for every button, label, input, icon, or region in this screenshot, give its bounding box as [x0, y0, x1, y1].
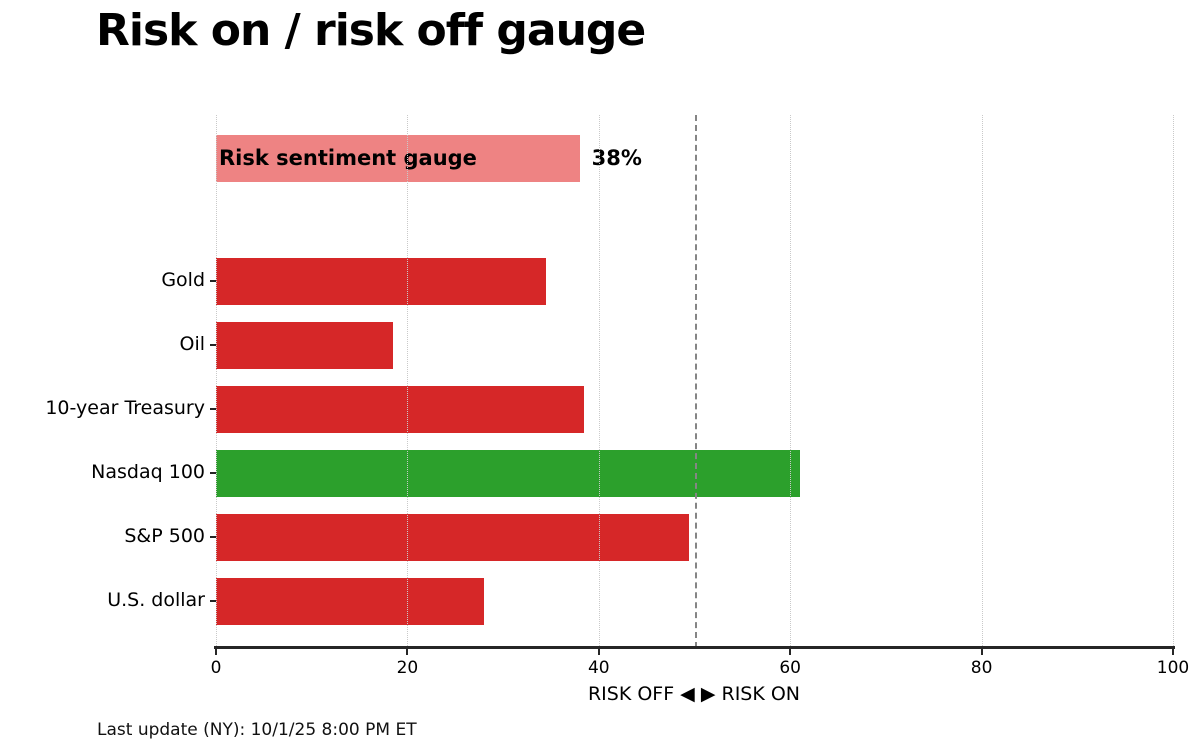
y-tick [210, 536, 216, 538]
gridline [407, 115, 409, 648]
risk-sentiment-gauge-value: 38% [591, 146, 642, 170]
y-tick [210, 600, 216, 602]
x-tick-label: 60 [779, 658, 802, 678]
x-tick [789, 649, 792, 655]
y-tick [210, 344, 216, 346]
bar-10-year-treasury [216, 386, 585, 433]
bar-gold [216, 258, 547, 305]
y-axis-label: S&P 500 [124, 525, 205, 547]
chart-title: Risk on / risk off gauge [96, 5, 646, 56]
x-tick-label: 20 [396, 658, 419, 678]
y-axis-label: Oil [179, 333, 205, 355]
bar-u-s-dollar [216, 578, 484, 625]
x-tick [406, 649, 409, 655]
x-axis-line [214, 646, 1175, 649]
gridline [1173, 115, 1174, 648]
risk-sentiment-gauge-bar: Risk sentiment gauge [216, 135, 580, 182]
y-tick [210, 280, 216, 282]
plot-area: Risk sentiment gauge 38% RISK OFF ◀ ▶ RI… [211, 115, 1189, 705]
y-axis-label: 10-year Treasury [45, 397, 205, 419]
bar-oil [216, 322, 394, 369]
y-tick [210, 408, 216, 410]
x-tick-label: 100 [1156, 658, 1190, 678]
y-axis-label: Nasdaq 100 [91, 461, 205, 483]
bar-s-p-500 [216, 514, 689, 561]
gridline [790, 115, 792, 648]
y-axis-label: Gold [161, 269, 205, 291]
gridline [216, 115, 217, 648]
y-axis-label: U.S. dollar [107, 589, 205, 611]
gridline [981, 115, 983, 648]
y-tick [210, 472, 216, 474]
x-tick-label: 80 [970, 658, 993, 678]
midline-50 [694, 115, 697, 648]
x-tick-label: 0 [210, 658, 222, 678]
last-update-note: Last update (NY): 10/1/25 8:00 PM ET [97, 720, 417, 740]
x-tick [597, 649, 600, 655]
x-tick [980, 649, 983, 655]
x-tick [1172, 649, 1174, 655]
gridline [598, 115, 600, 648]
x-axis-label: RISK OFF ◀ ▶ RISK ON [587, 683, 801, 705]
x-tick [215, 649, 217, 655]
bar-nasdaq-100 [216, 450, 800, 497]
x-tick-label: 40 [587, 658, 610, 678]
risk-sentiment-gauge-label: Risk sentiment gauge [219, 146, 477, 170]
